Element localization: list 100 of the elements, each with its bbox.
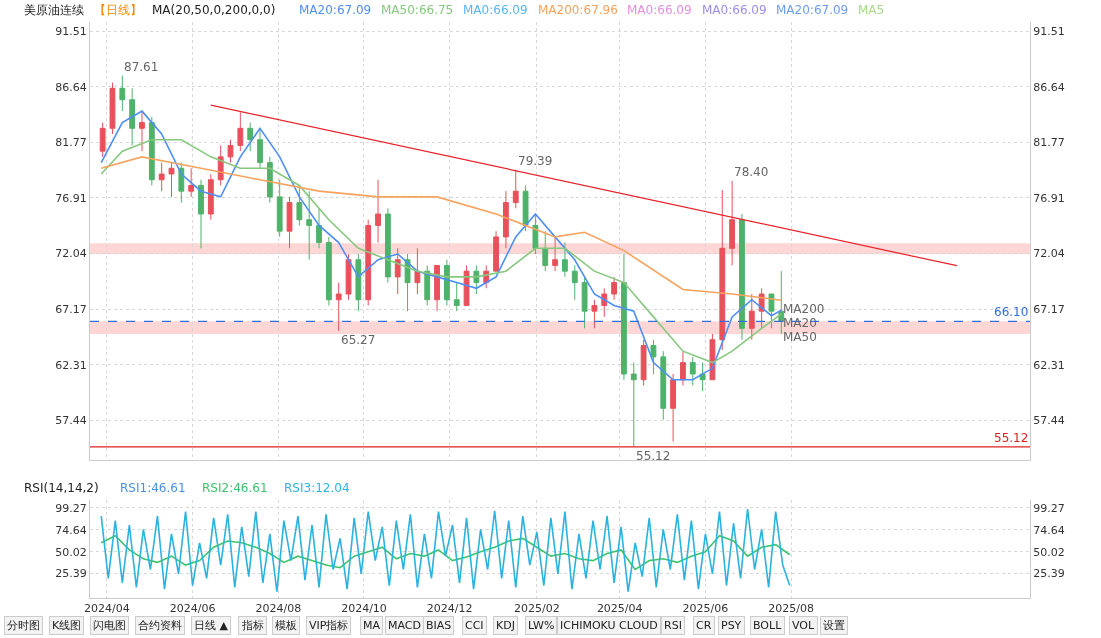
candlestick	[207, 173, 214, 221]
x-tick-label: 2025/06	[682, 602, 729, 616]
text: MA200:67.96	[538, 3, 618, 17]
candlestick	[306, 190, 313, 261]
annotation: MA50	[783, 330, 817, 344]
legend-label: MA0:66.09	[463, 3, 528, 17]
candlestick	[552, 236, 558, 272]
y2-tick-label: 67.17	[1033, 303, 1065, 317]
annotation: MA200	[783, 302, 825, 316]
candlestick	[434, 264, 440, 312]
text: VOL	[792, 619, 815, 632]
candlestick	[247, 122, 254, 152]
x-tick-label: 2025/08	[768, 602, 814, 616]
legend-label: MA0:66.09	[702, 3, 767, 17]
candlestick	[198, 179, 204, 249]
text: RSI	[664, 619, 682, 632]
annotation: 55.12	[636, 449, 671, 463]
candlestick	[680, 350, 686, 386]
candlestick	[699, 362, 706, 392]
candlestick	[109, 82, 116, 135]
candlestick	[414, 247, 421, 295]
y2-tick-label: 99.27	[1033, 501, 1065, 515]
line-series	[100, 138, 783, 364]
candlestick	[778, 270, 785, 335]
candlestick	[768, 293, 775, 329]
candlestick	[542, 230, 549, 272]
y2-tick-label: 74.64	[1033, 523, 1065, 537]
y2-tick-label: 25.39	[1033, 567, 1065, 581]
candlestick	[257, 127, 263, 169]
candlestick	[168, 162, 175, 198]
text: PSY	[721, 619, 742, 632]
legend-title: RSI(14,14,2)	[24, 481, 99, 495]
text: 设置	[823, 619, 845, 632]
candlestick	[394, 247, 401, 295]
line-series	[100, 110, 783, 381]
candlestick	[158, 162, 165, 192]
line-series	[100, 156, 783, 301]
y2-tick-label: 91.51	[1033, 24, 1065, 38]
candlestick	[522, 184, 529, 232]
chart-subtitle: 【日线】	[94, 3, 142, 17]
candlestick	[571, 264, 578, 301]
text: CR	[696, 619, 712, 632]
annotation: 78.40	[734, 165, 769, 179]
candlestick	[384, 207, 391, 284]
y2-tick-label: 72.04	[1033, 247, 1065, 261]
candlestick	[119, 75, 126, 112]
text: KDJ	[496, 619, 515, 632]
candlestick	[581, 276, 588, 329]
candlestick	[532, 213, 539, 255]
text: RSI2:46.61	[202, 481, 268, 495]
legend-label: RSI1:46.61	[120, 481, 186, 495]
y-tick-label: 50.02	[55, 545, 87, 559]
y-tick-label: 72.04	[55, 247, 87, 261]
candlestick	[562, 242, 568, 278]
candlestick	[286, 196, 293, 249]
candlestick	[611, 276, 618, 301]
x-tick-label: 2024/10	[341, 602, 387, 616]
text: 日线 ▲	[194, 619, 229, 632]
annotation: 79.39	[518, 154, 553, 168]
x-tick-label: 2024/06	[169, 602, 216, 616]
legend-label: MA0:66.09	[627, 3, 692, 17]
line-series	[100, 534, 791, 571]
ref-line-label: 66.10	[994, 305, 1029, 319]
candlestick	[748, 293, 755, 341]
candlestick	[276, 179, 283, 238]
candlestick	[188, 167, 195, 198]
candlestick	[640, 339, 647, 386]
text: LW%	[528, 619, 555, 632]
candlestick	[129, 87, 136, 146]
text: 分时图	[7, 619, 40, 632]
candlestick	[660, 350, 667, 421]
legend-title: MA(20,50,0,200,0,0)	[152, 3, 276, 17]
candlestick	[453, 282, 460, 312]
y-tick-label: 99.27	[55, 501, 87, 515]
text: 指标	[241, 619, 264, 632]
y2-tick-label: 50.02	[1033, 545, 1065, 559]
annotation: 87.61	[124, 60, 159, 74]
x-tick-label: 2024/08	[255, 602, 302, 616]
y2-tick-label: 81.77	[1033, 136, 1065, 150]
x-tick-label: 2024/04	[84, 602, 130, 616]
candlestick	[502, 190, 509, 249]
ref-line-label: 55.12	[994, 431, 1029, 445]
candlestick	[670, 373, 677, 442]
candlestick	[729, 180, 736, 266]
x-tick-label: 2025/02	[513, 602, 560, 616]
candlestick	[473, 264, 480, 295]
candlestick	[178, 162, 185, 204]
candlestick	[325, 236, 332, 306]
y2-tick-label: 57.44	[1033, 414, 1065, 428]
annotation: MA20	[783, 316, 817, 330]
candlestick	[630, 362, 637, 448]
text: K线图	[52, 619, 82, 632]
line-series	[100, 508, 791, 593]
legend-label: MA20:67.09	[776, 3, 849, 17]
text: 闪电图	[93, 619, 126, 632]
candlestick	[650, 339, 657, 375]
candlestick	[237, 111, 244, 152]
annotation: 65.27	[341, 333, 376, 347]
candlestick	[266, 156, 273, 204]
candlestick	[689, 356, 696, 386]
